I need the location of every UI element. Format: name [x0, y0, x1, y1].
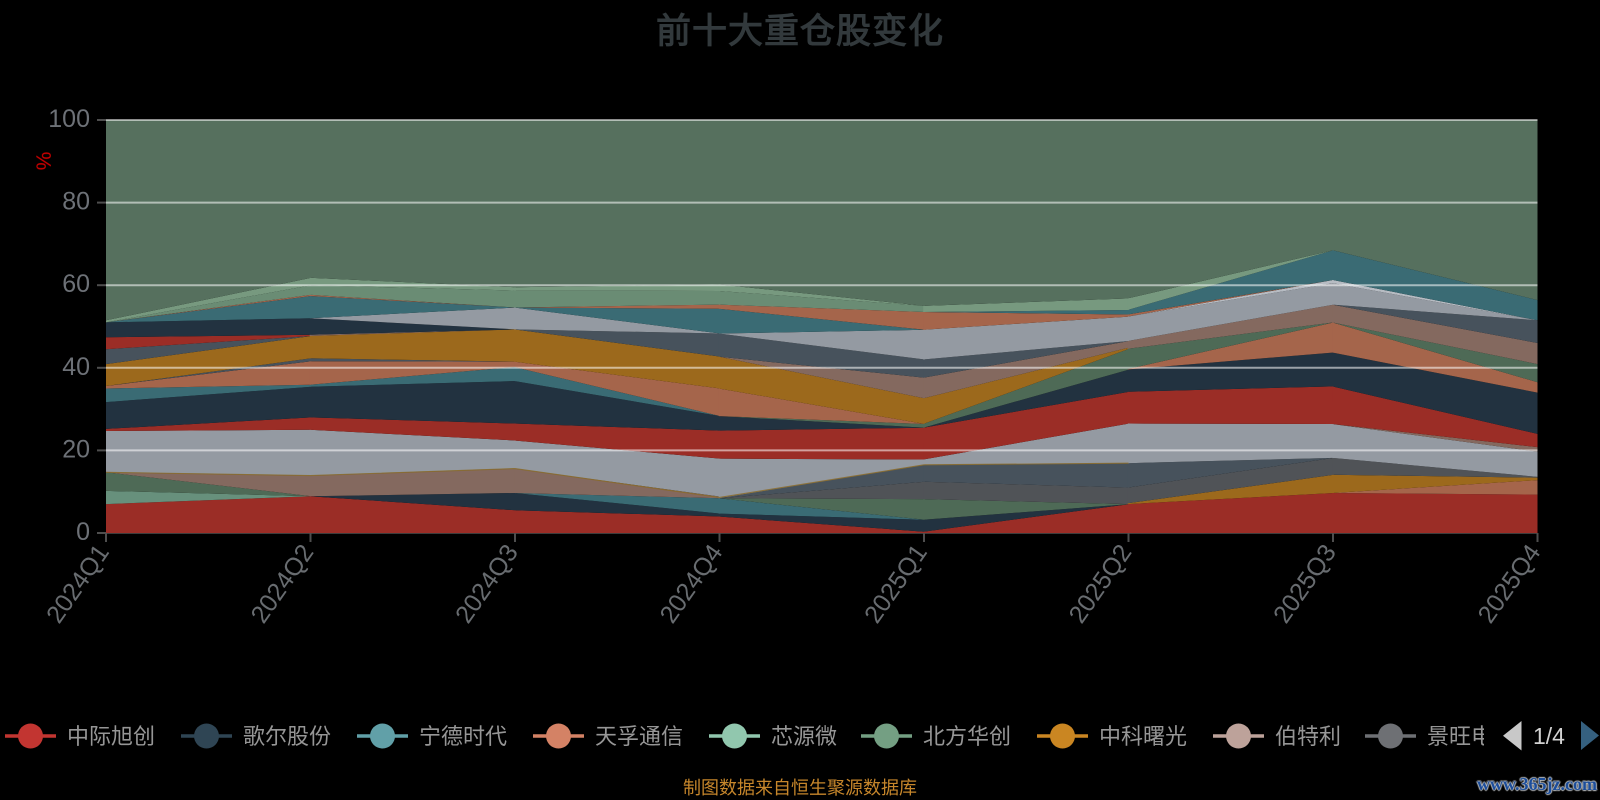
svg-text:20: 20 [62, 435, 90, 463]
svg-text:2024Q1: 2024Q1 [41, 539, 115, 628]
svg-text:0: 0 [76, 518, 90, 546]
svg-text:60: 60 [62, 270, 90, 298]
svg-text:40: 40 [62, 353, 90, 381]
svg-text:中科曙光: 中科曙光 [1099, 724, 1187, 749]
svg-text:歌尔股份: 歌尔股份 [243, 724, 331, 749]
svg-text:中际旭创: 中际旭创 [67, 724, 155, 749]
svg-text:景旺电子: 景旺电子 [1427, 724, 1515, 749]
svg-text:芯源微: 芯源微 [771, 724, 837, 749]
svg-text:100: 100 [48, 105, 90, 133]
svg-text:2025Q1: 2025Q1 [859, 539, 933, 628]
svg-text:1/4: 1/4 [1533, 723, 1565, 749]
svg-text:北方华创: 北方华创 [923, 724, 1011, 749]
svg-text:伯特利: 伯特利 [1275, 724, 1341, 749]
svg-text:2025Q2: 2025Q2 [1063, 539, 1137, 628]
svg-text:2024Q2: 2024Q2 [245, 539, 319, 628]
svg-text:2025Q3: 2025Q3 [1268, 539, 1342, 628]
svg-text:天孚通信: 天孚通信 [595, 724, 683, 749]
svg-text:2024Q3: 2024Q3 [450, 539, 524, 628]
svg-text:2024Q4: 2024Q4 [654, 539, 728, 628]
svg-text:80: 80 [62, 188, 90, 216]
svg-text:宁德时代: 宁德时代 [419, 724, 507, 749]
svg-text:2025Q4: 2025Q4 [1472, 539, 1546, 628]
